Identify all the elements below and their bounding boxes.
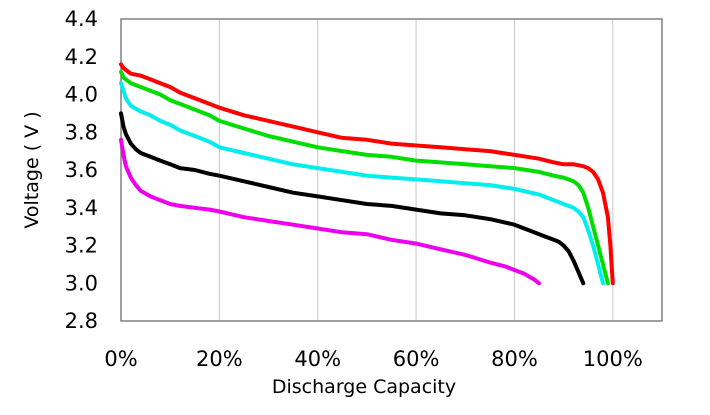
x-tick-label-1: 20%: [196, 347, 243, 371]
x-tick-label-5: 100%: [583, 347, 643, 371]
series-line-1: [119, 62, 615, 286]
y-tick-label-7: 4.2: [65, 45, 98, 69]
y-tick-label-2: 3.2: [65, 234, 98, 258]
y-tick-label-5: 3.8: [65, 120, 98, 144]
series-line-2: [119, 69, 610, 286]
y-tick-label-6: 4.0: [65, 83, 98, 107]
series-lines: [119, 62, 615, 286]
y-axis-ticks: 2.8 3.0 3.2 3.4 3.6 3.8 4.0 4.2 4.4: [65, 7, 98, 333]
series-line-4: [119, 111, 586, 286]
x-tick-label-3: 60%: [393, 347, 440, 371]
y-axis-title: Voltage ( V ): [21, 111, 43, 228]
series-line-5: [119, 137, 541, 286]
x-tick-label-0: 0%: [104, 347, 137, 371]
y-tick-label-4: 3.6: [65, 158, 98, 182]
x-tick-label-2: 40%: [294, 347, 341, 371]
y-tick-label-8: 4.4: [65, 7, 98, 31]
series-line-3: [119, 81, 605, 286]
x-axis-ticks: 0% 20% 40% 60% 80% 100%: [104, 347, 643, 371]
y-tick-label-0: 2.8: [65, 309, 98, 333]
x-tick-label-4: 80%: [491, 347, 538, 371]
y-tick-label-1: 3.0: [65, 271, 98, 295]
x-axis-title: Discharge Capacity: [272, 376, 456, 398]
y-tick-label-3: 3.4: [65, 196, 98, 220]
plot-area-frame: [120, 18, 663, 322]
